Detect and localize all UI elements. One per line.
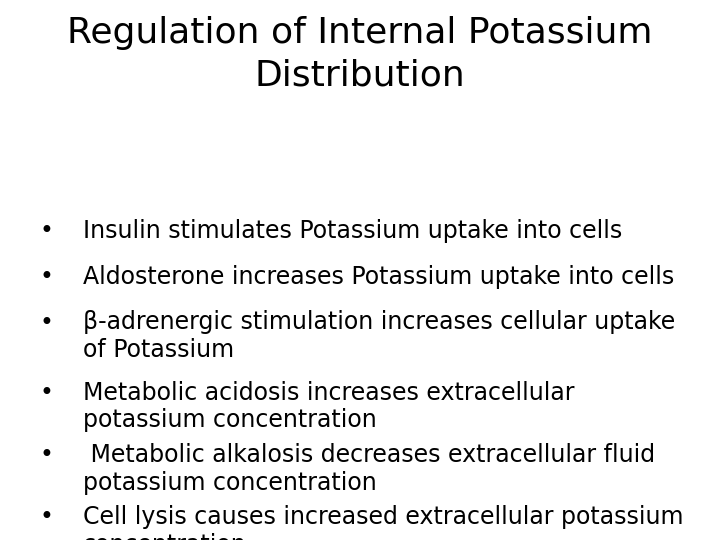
Text: •: • [40, 381, 53, 404]
Text: Metabolic acidosis increases extracellular
potassium concentration: Metabolic acidosis increases extracellul… [83, 381, 575, 433]
Text: •: • [40, 219, 53, 242]
Text: Aldosterone increases Potassium uptake into cells: Aldosterone increases Potassium uptake i… [83, 265, 674, 288]
Text: •: • [40, 443, 53, 467]
Text: Regulation of Internal Potassium
Distribution: Regulation of Internal Potassium Distrib… [67, 16, 653, 92]
Text: •: • [40, 310, 53, 334]
Text: Cell lysis causes increased extracellular potassium
concentration: Cell lysis causes increased extracellula… [83, 505, 683, 540]
Text: Metabolic alkalosis decreases extracellular fluid
potassium concentration: Metabolic alkalosis decreases extracellu… [83, 443, 655, 495]
Text: •: • [40, 265, 53, 288]
Text: •: • [40, 505, 53, 529]
Text: Insulin stimulates Potassium uptake into cells: Insulin stimulates Potassium uptake into… [83, 219, 622, 242]
Text: β-adrenergic stimulation increases cellular uptake
of Potassium: β-adrenergic stimulation increases cellu… [83, 310, 675, 362]
